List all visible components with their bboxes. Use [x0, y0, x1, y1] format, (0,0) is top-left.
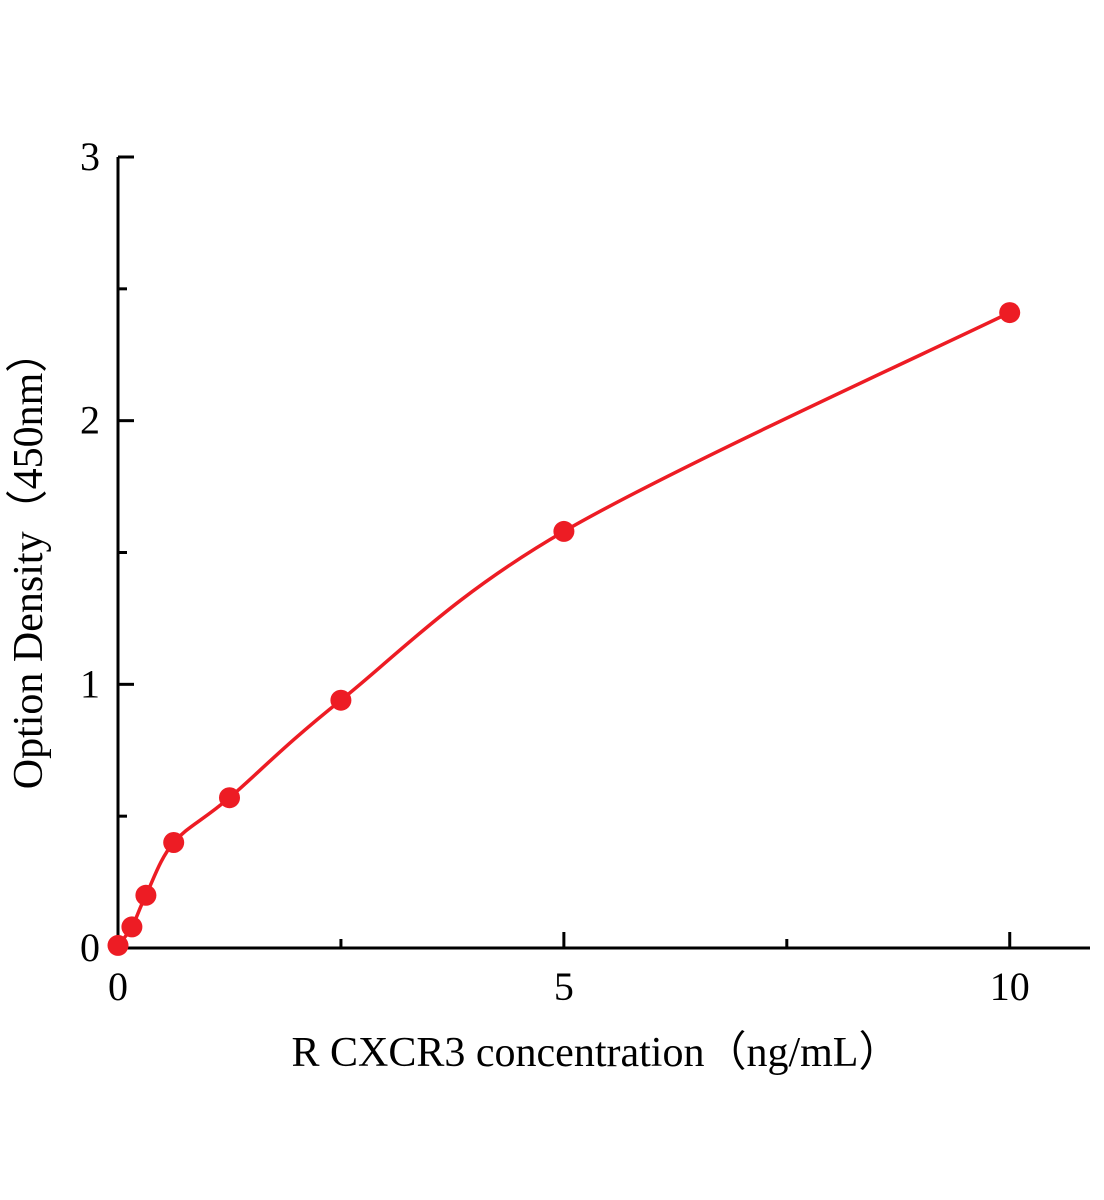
- tick-labels: 0 5 10 0 1 2 3: [80, 134, 1030, 1009]
- y-tick-label: 3: [80, 134, 100, 179]
- data-point: [999, 302, 1021, 324]
- data-point: [163, 832, 185, 853]
- x-tick-label: 5: [554, 964, 574, 1009]
- y-tick-label: 0: [80, 925, 100, 970]
- data-point: [219, 787, 240, 809]
- data-point: [121, 916, 143, 938]
- x-tick-label: 10: [990, 964, 1030, 1009]
- y-tick-label: 1: [80, 661, 100, 706]
- y-tick-label: 2: [80, 398, 100, 443]
- y-axis-label: Option Density（450nm）: [6, 331, 52, 790]
- data-point: [135, 884, 157, 906]
- data-point: [107, 934, 129, 956]
- axes: [116, 155, 1090, 950]
- data-point: [553, 520, 575, 542]
- fit-curve: [116, 310, 1012, 948]
- data-point: [330, 689, 352, 711]
- curve-and-points: [107, 302, 1021, 956]
- x-axis-label: R CXCR3 concentration（ng/mL）: [292, 1030, 901, 1076]
- x-tick-label: 0: [108, 964, 128, 1009]
